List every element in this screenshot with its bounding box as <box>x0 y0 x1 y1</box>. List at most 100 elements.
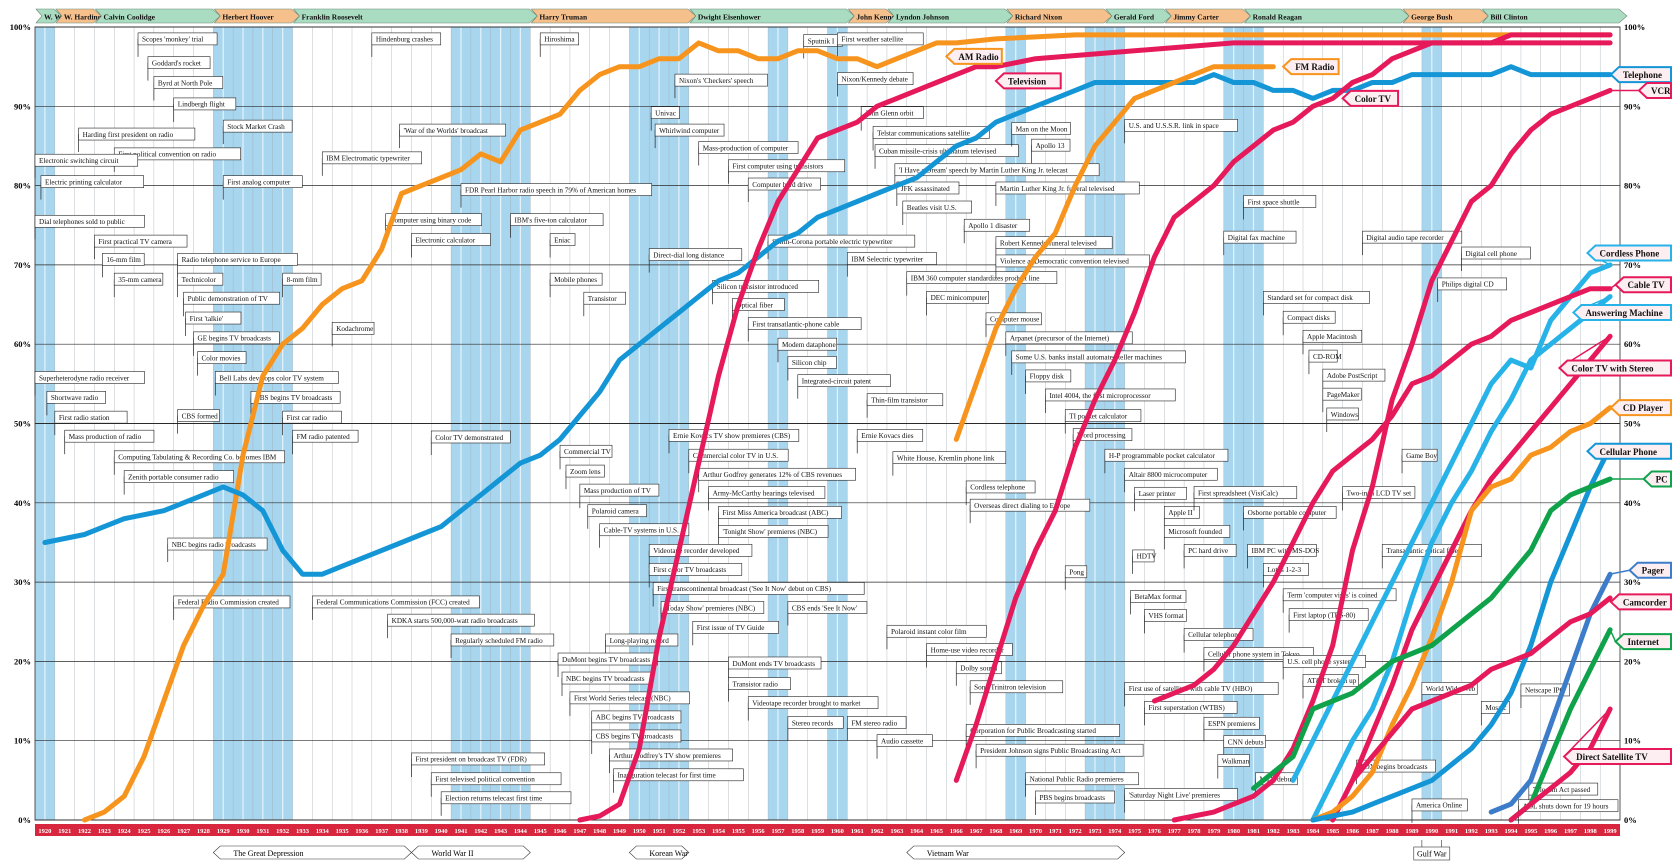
annotation: 'Today Show' premieres (NBC) <box>660 601 765 626</box>
series-color-tv <box>953 32 1613 783</box>
annotation-box <box>321 151 422 165</box>
year-label: 1993 <box>1485 828 1499 835</box>
president-w-w- <box>35 8 63 24</box>
annotation-text: First radio station <box>59 414 110 422</box>
annotation-text: First use of satellites with cable TV (H… <box>1129 685 1253 693</box>
year-label: 1977 <box>1168 828 1182 835</box>
annotation: HDTV <box>1132 549 1158 574</box>
annotation-text: Silicon transistor introduced <box>717 283 799 291</box>
annotation-text: First space shuttle <box>1248 198 1300 206</box>
y-tick-left: 20% <box>14 656 31 666</box>
annotation-text: DEC minicomputer <box>931 294 988 302</box>
year-label: 1983 <box>1287 828 1301 835</box>
annotation-text: NBC begins TV broadcasts <box>566 675 645 683</box>
annotation-text: National Public Radio premieres <box>1030 776 1124 784</box>
annotation-text: First president on broadcast TV (FDR) <box>415 756 527 764</box>
annotation-text: Nixon's 'Checkers' speech <box>679 77 754 85</box>
annotation: Polaroid instant color film <box>886 624 987 650</box>
annotation: PageMaker <box>1322 387 1362 413</box>
annotation: Scopes 'monkey' trial <box>137 32 218 57</box>
annotation: Modem dataphone <box>777 337 838 363</box>
series-direct-satellite-tv <box>1508 706 1613 823</box>
year-label: 1986 <box>1346 828 1360 835</box>
annotation: Ernie Kovacs TV show premieres (CBS) <box>668 429 800 454</box>
annotation: First issue of TV Guide <box>692 621 779 646</box>
series-label-tag <box>994 72 1062 90</box>
annotation-text: Kodachrome <box>336 325 373 333</box>
annotation-text: Apollo 1 disaster <box>968 222 1018 230</box>
annotation: Digital cell phone <box>1461 246 1531 272</box>
series-label-text: Television <box>1008 76 1046 86</box>
annotation-text: Thin-film transistor <box>871 397 928 405</box>
annotation-text: Cuban missile-crisis ultimatum televised <box>879 148 997 156</box>
annotation: First transcontinental broadcast ('See I… <box>652 582 865 607</box>
era-box <box>212 845 412 860</box>
annotation-box <box>1064 409 1142 422</box>
annotation: Optical fiber <box>732 298 785 323</box>
annotation-text: Long-playing record <box>610 637 670 645</box>
annotation-text: Ernie Kovacs TV show premieres (CBS) <box>673 432 791 440</box>
year-label: 1930 <box>237 828 250 835</box>
annotation-text: Hindenburg crashes <box>376 36 433 44</box>
series-label-text: PC <box>1656 475 1668 485</box>
annotation: Color movies <box>197 351 247 376</box>
annotation: H-P programmable pocket calculator <box>1104 448 1229 474</box>
annotation: Intel 4004, the first microprocessor <box>1045 388 1176 413</box>
annotation-box <box>549 272 603 286</box>
year-label: 1953 <box>692 828 706 835</box>
annotation: Dial telephones sold to public <box>34 214 145 240</box>
annotation-box <box>747 317 862 330</box>
annotation-text: Mobile phones <box>554 276 597 284</box>
president-label: Dwight Eisenhower <box>698 13 761 22</box>
series-label-text: VCR <box>1651 86 1671 96</box>
annotation-box <box>1308 349 1338 363</box>
annotation-text: Univac <box>655 109 676 117</box>
annotation-text: IBM Selectric typewriter <box>851 255 923 263</box>
president-label: W. W. <box>44 13 63 22</box>
annotation-box <box>387 613 535 627</box>
year-label: 1959 <box>811 828 825 835</box>
annotation: Zoom lens <box>565 464 605 490</box>
annotation: Hindenburg crashes <box>371 32 442 57</box>
year-label: 1984 <box>1306 828 1320 835</box>
annotation: Silicon chip <box>787 356 837 381</box>
annotation-text: Zenith portable consumer radio <box>128 473 219 481</box>
annotation-box <box>1005 331 1133 345</box>
y-tick-left: 10% <box>14 736 31 746</box>
annotation-box <box>54 410 128 424</box>
annotation: President Johnson signs Public Broadcast… <box>975 743 1144 769</box>
annotation-text: 'Today Show' premieres (NBC) <box>665 604 756 612</box>
annotation-box <box>1223 735 1266 748</box>
annotation: Microsoft founded <box>1163 525 1231 550</box>
annotation-text: Digital fax machine <box>1228 234 1285 242</box>
annotation-text: Standard set for compact disk <box>1267 294 1353 302</box>
annotation-text: U.S. cell phone system <box>1287 658 1353 666</box>
annotation-box <box>173 97 237 111</box>
annotation-text: Stock Market Crash <box>227 123 285 131</box>
annotation-box <box>728 656 822 670</box>
year-label: 1934 <box>316 828 330 835</box>
president-herbert-hoover <box>213 8 301 24</box>
annotation-text: Ernie Kovacs dies <box>861 432 913 440</box>
series-label-tag <box>944 47 1003 65</box>
annotation-text: Stereo records <box>792 719 834 727</box>
annotation: Electronic switching circuit <box>34 153 139 179</box>
annotation-box <box>892 451 1007 464</box>
annotation-text: Apple Macintosh <box>1307 333 1357 341</box>
annotation-text: FM radio patented <box>297 433 351 441</box>
annotation-text: Mass-production of computer <box>703 144 789 152</box>
annotation-box <box>185 311 242 325</box>
annotation-text: HDTV <box>1137 553 1158 561</box>
annotation-text: CBS formed <box>182 412 219 420</box>
annotation: Lindbergh flight <box>173 97 237 122</box>
president-richard-nixon <box>1006 8 1113 24</box>
annotation-box <box>718 506 842 519</box>
annotation-box <box>312 595 480 609</box>
annotation-text: Philips digital CD <box>1442 281 1494 289</box>
annotation: First World Series telecast (NBC) <box>569 691 690 716</box>
annotation-text: Man on the Moon <box>1016 125 1068 133</box>
annotation: Hiroshima <box>539 32 579 57</box>
year-label: 1937 <box>375 828 389 835</box>
annotation-box <box>876 734 933 748</box>
annotation-text: IBM Electromatic typewriter <box>326 155 410 163</box>
